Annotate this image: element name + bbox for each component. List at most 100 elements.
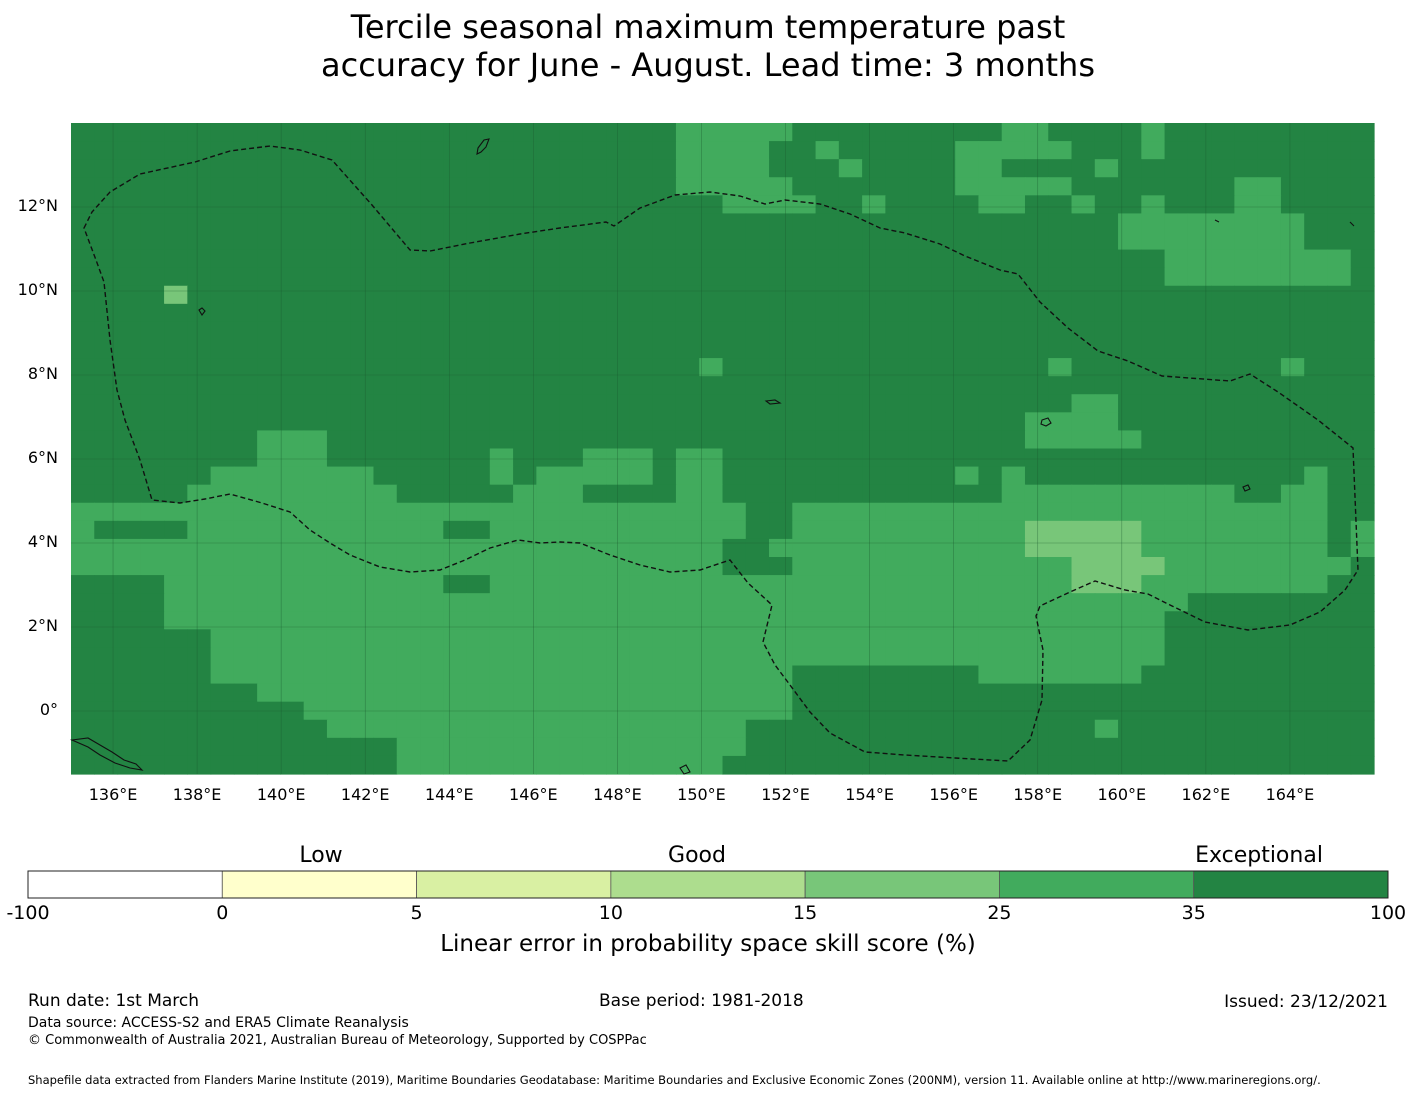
grid-cell — [838, 249, 863, 269]
legend-category-low: Low — [299, 843, 343, 868]
grid-cell — [559, 575, 584, 594]
grid-cell — [233, 249, 258, 269]
grid-cell — [606, 195, 631, 215]
grid-cell — [769, 755, 793, 775]
grid-cell — [1327, 502, 1352, 522]
colorbar-segment — [27, 870, 223, 899]
grid-cell — [536, 376, 561, 395]
grid-cell — [373, 647, 398, 667]
grid-cell — [769, 647, 793, 667]
island-north-east — [1214, 219, 1355, 227]
grid-cell — [1071, 520, 1096, 540]
grid-cell — [233, 213, 258, 233]
grid-cell — [1350, 719, 1375, 739]
latitude-label: 12°N — [17, 196, 58, 215]
grid-cell — [1211, 376, 1235, 395]
grid-cell — [885, 502, 910, 522]
grid-cell — [94, 647, 119, 667]
grid-cell — [1350, 557, 1375, 576]
grid-cell — [862, 557, 886, 576]
grid-cell — [1164, 647, 1189, 667]
grid-cell — [652, 484, 677, 504]
grid-cell — [1234, 303, 1259, 323]
grid-cell — [513, 520, 537, 540]
grid-cell — [862, 249, 886, 269]
grid-cell — [652, 141, 677, 160]
grid-cell — [1234, 177, 1259, 196]
grid-cell — [955, 376, 980, 395]
grid-cell — [233, 557, 258, 576]
grid-cell — [1304, 538, 1329, 558]
grid-cell — [117, 231, 142, 251]
grid-cell — [1211, 358, 1235, 377]
grid-cell — [513, 430, 537, 450]
grid-cell — [722, 430, 747, 450]
grid-cell — [838, 412, 863, 432]
grid-cell — [71, 231, 95, 251]
grid-cell — [326, 267, 351, 287]
grid-cell — [815, 683, 840, 703]
grid-cell — [71, 412, 95, 432]
grid-cell — [1118, 755, 1142, 775]
grid-cell — [210, 249, 235, 269]
grid-cell — [1164, 340, 1189, 359]
grid-cell — [233, 755, 258, 775]
grid-cell — [489, 321, 514, 341]
grid-cell — [420, 321, 444, 341]
grid-cell — [210, 430, 235, 450]
grid-cell — [1141, 249, 1166, 269]
grid-cell — [1048, 213, 1073, 233]
grid-cell — [629, 502, 654, 522]
grid-cell — [71, 123, 95, 142]
grid-cell — [1350, 394, 1375, 413]
grid-cell — [1280, 195, 1305, 215]
grid-cell — [769, 394, 793, 413]
grid-cell — [350, 629, 375, 649]
grid-cell — [187, 249, 212, 269]
grid-cell — [233, 647, 258, 667]
grid-cell — [71, 195, 95, 215]
grid-cell — [652, 321, 677, 341]
grid-cell — [1327, 303, 1352, 323]
grid-cell — [931, 267, 956, 287]
grid-cell — [606, 267, 631, 287]
grid-cell — [326, 593, 351, 612]
grid-cell — [1327, 647, 1352, 667]
grid-cell — [652, 177, 677, 196]
grid-cell — [536, 267, 561, 287]
grid-cell — [1327, 575, 1352, 594]
grid-cell — [443, 412, 468, 432]
grid-cell — [1211, 159, 1235, 178]
grid-cell — [931, 593, 956, 612]
grid-cell — [443, 430, 468, 450]
grid-cell — [1211, 575, 1235, 594]
grid-cell — [396, 177, 421, 196]
grid-cell — [1211, 737, 1235, 757]
grid-cell — [1187, 285, 1212, 305]
grid-cell — [187, 647, 212, 667]
grid-cell — [606, 557, 631, 576]
grid-cell — [955, 231, 980, 251]
grid-cell — [443, 719, 468, 739]
grid-cell — [675, 737, 700, 757]
grid-cell — [71, 502, 95, 522]
grid-cell — [1071, 448, 1096, 468]
grid-cell — [257, 557, 282, 576]
grid-cell — [769, 195, 793, 215]
latitude-label: 2°N — [27, 616, 58, 635]
grid-cell — [326, 141, 351, 160]
grid-cell — [908, 231, 933, 251]
grid-cell — [1141, 430, 1166, 450]
grid-cell — [862, 755, 886, 775]
grid-cell — [210, 321, 235, 341]
grid-cell — [978, 755, 1003, 775]
grid-cell — [1164, 177, 1189, 196]
grid-cell — [792, 484, 817, 504]
grid-cell — [1048, 629, 1073, 649]
grid-cell — [955, 683, 980, 703]
grid-cell — [1164, 737, 1189, 757]
grid-cell — [1327, 195, 1352, 215]
grid-cell — [489, 502, 514, 522]
grid-cell — [257, 448, 282, 468]
grid-cell — [210, 340, 235, 359]
